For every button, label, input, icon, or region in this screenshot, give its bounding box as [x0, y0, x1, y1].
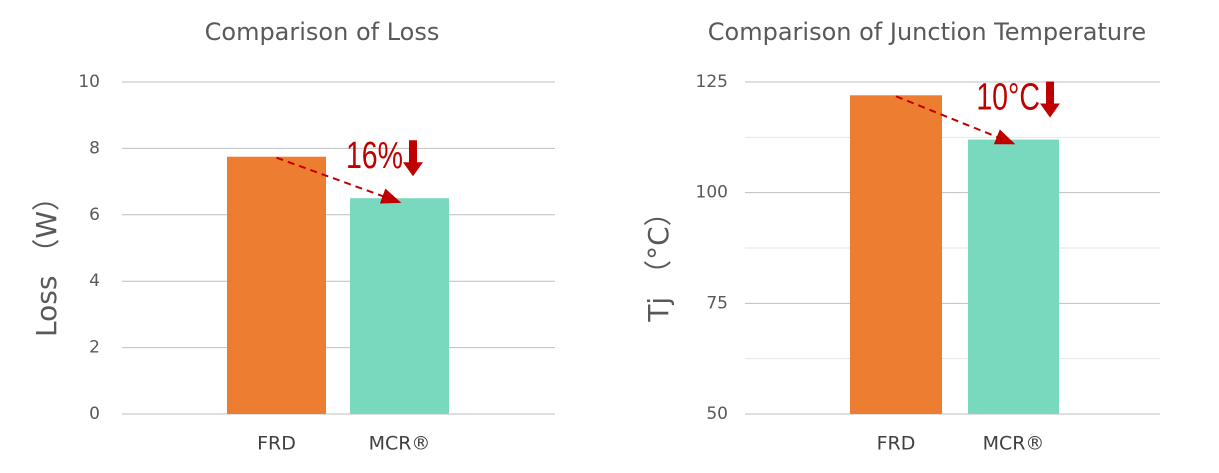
y-tick-label: 100	[696, 183, 728, 203]
y-axis-label: Tj （°C）	[642, 198, 675, 322]
annotation-group: 10°C	[976, 77, 1060, 119]
down-arrow	[403, 140, 423, 177]
bar	[227, 156, 326, 414]
y-tick-label: 8	[89, 138, 100, 158]
trend-arrow	[895, 95, 1016, 145]
x-tick-label: MCR®	[983, 433, 1045, 455]
y-tick-label: 125	[696, 72, 728, 92]
bar	[850, 95, 942, 414]
x-tick-label: MCR®	[369, 433, 431, 455]
y-tick-label: 6	[89, 205, 100, 225]
chart-title: Comparison of Junction Temperature	[708, 18, 1146, 46]
y-tick-label: 50	[706, 404, 728, 424]
y-tick-label: 10	[78, 72, 100, 92]
x-tick-label: FRD	[877, 433, 916, 455]
x-tick-label: FRD	[257, 433, 296, 455]
y-tick-label: 75	[706, 293, 728, 313]
y-tick-label: 4	[89, 271, 100, 291]
trend-arrow	[276, 156, 402, 204]
bar	[350, 198, 449, 414]
annotation-group: 16%	[346, 135, 423, 177]
chart-title: Comparison of Loss	[205, 18, 440, 46]
down-arrow	[1040, 81, 1060, 118]
annotation: 10°C	[976, 77, 1040, 119]
y-tick-label: 2	[89, 338, 100, 358]
bar	[968, 139, 1059, 414]
annotation: 16%	[346, 135, 403, 177]
y-axis-label: Loss （W）	[30, 183, 63, 337]
y-tick-label: 0	[89, 404, 100, 424]
